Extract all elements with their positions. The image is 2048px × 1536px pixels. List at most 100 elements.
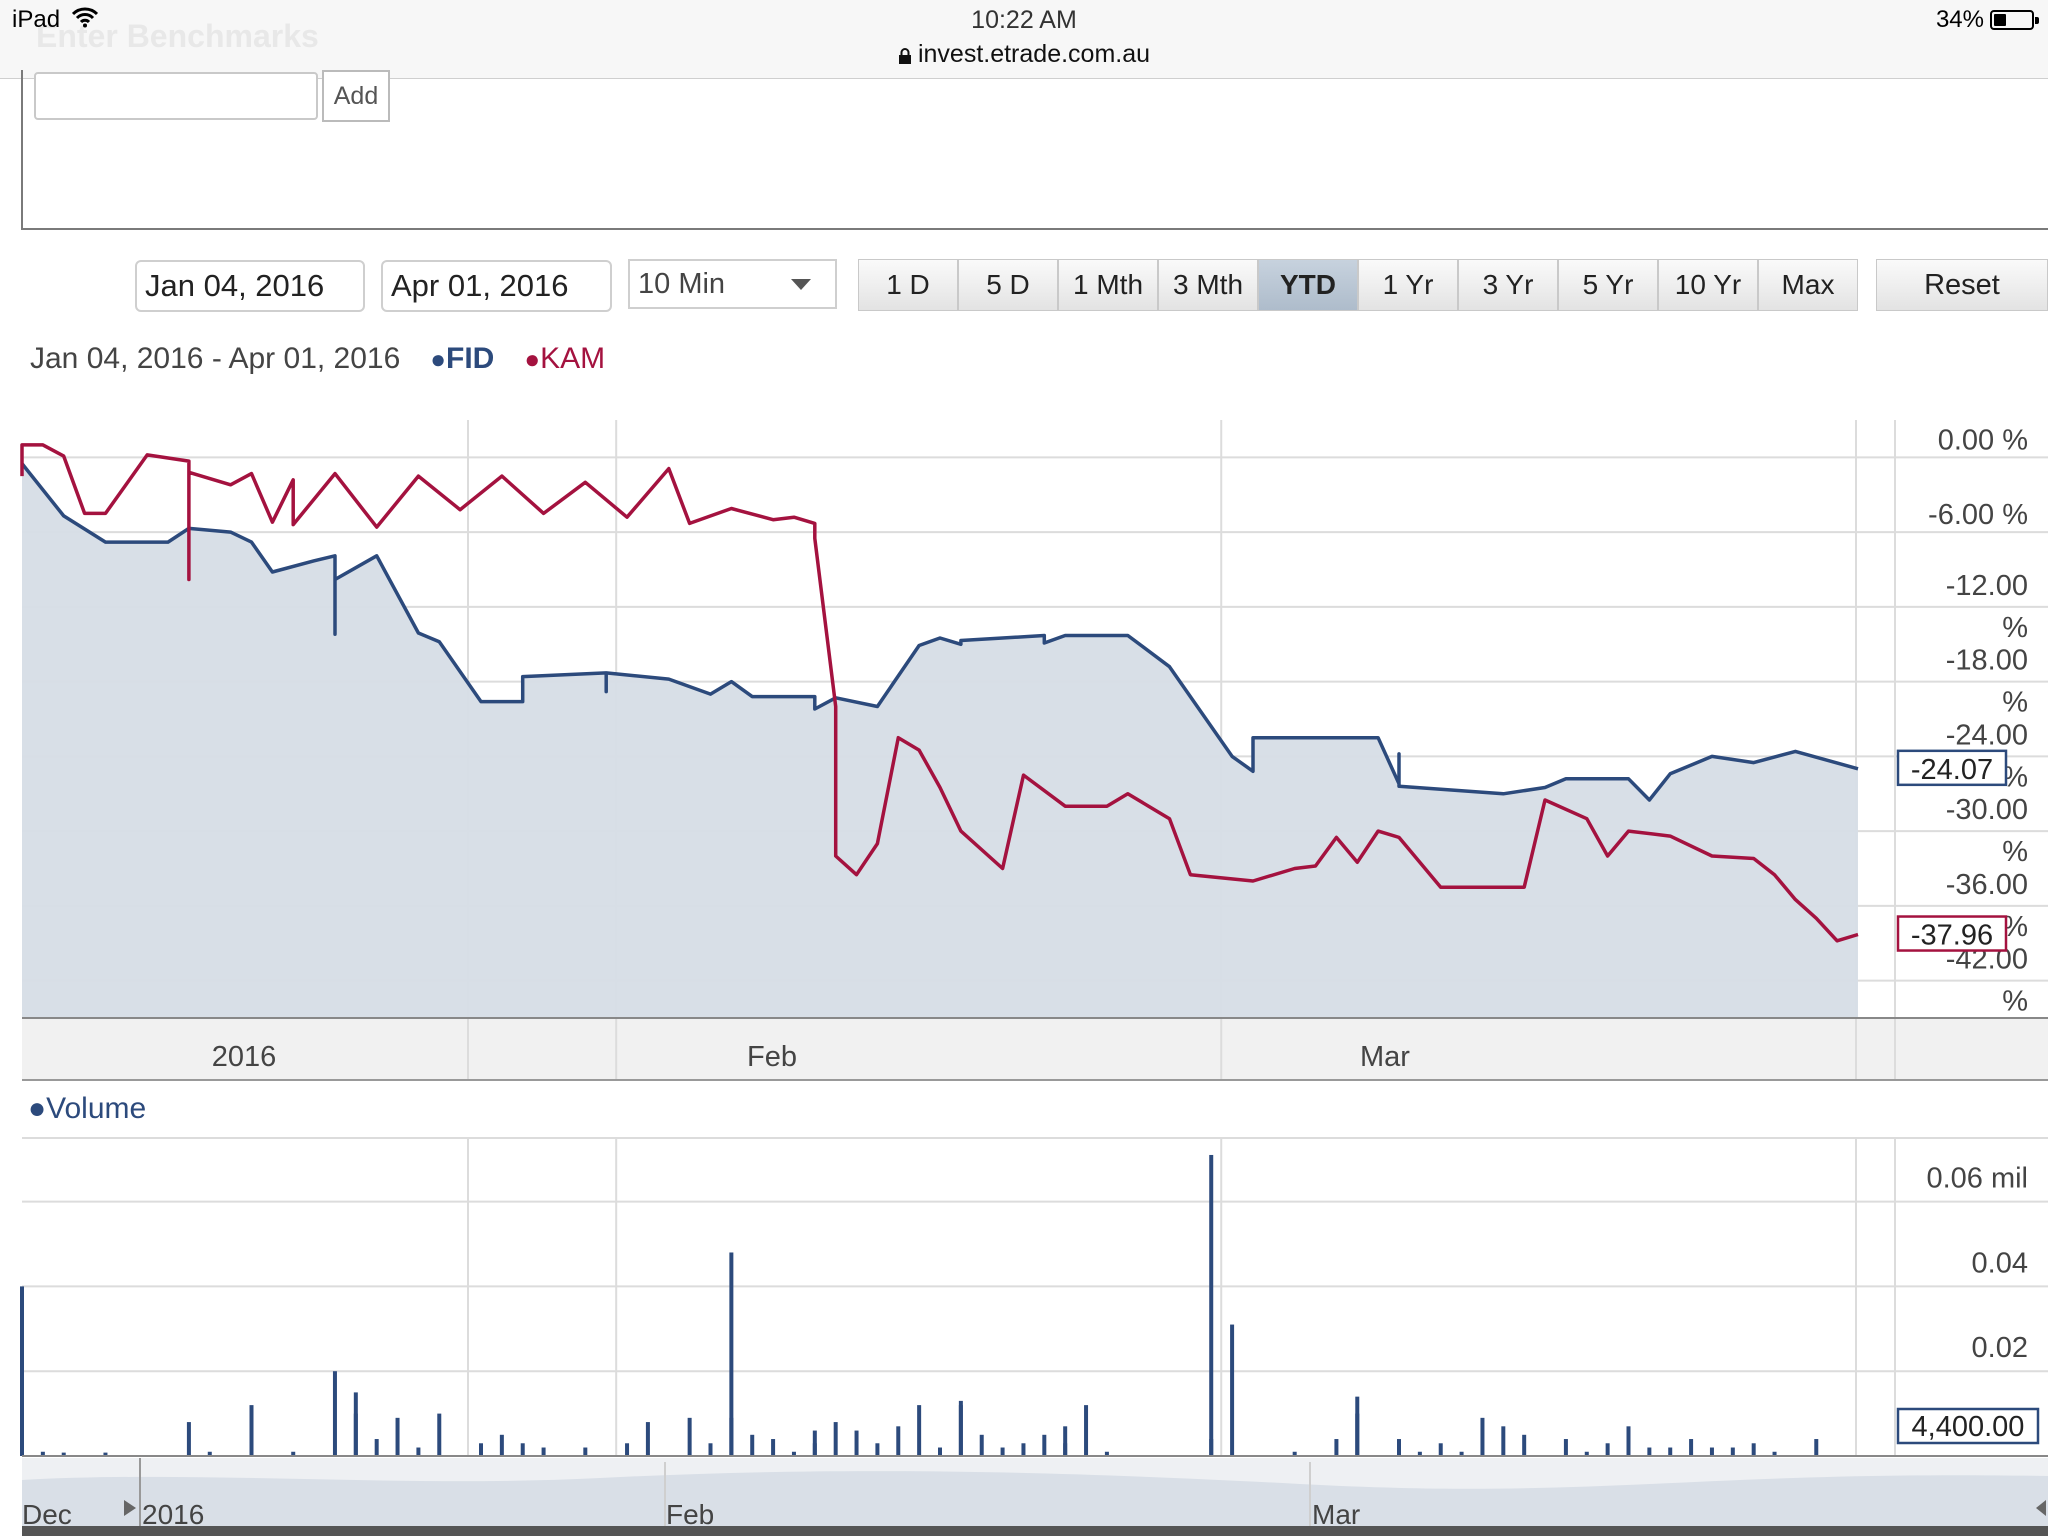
volume-bar — [958, 1400, 963, 1456]
y-tick-label: -18.00 — [1946, 645, 2028, 677]
volume-bar — [1689, 1439, 1694, 1456]
volume-bar — [1647, 1447, 1652, 1456]
volume-bar — [645, 1422, 650, 1456]
flag-box — [1896, 1407, 2040, 1445]
volume-bar — [1209, 1154, 1214, 1456]
navigator-tick-label: Mar — [1312, 1499, 1360, 1530]
volume-bar — [1104, 1451, 1109, 1456]
range-button-5d[interactable]: 5 D — [958, 259, 1058, 311]
volume-bar — [1209, 1439, 1214, 1456]
volume-y-tick-label: 0.04 — [1972, 1247, 2028, 1279]
volume-bar — [1355, 1413, 1360, 1456]
volume-bar — [791, 1451, 796, 1456]
legend-kam[interactable]: ●KAM — [524, 342, 605, 375]
y-tick-unit: % — [2002, 761, 2028, 793]
kam-last-value-flag: -37.96 — [1896, 915, 2008, 952]
kam-dot-icon: ● — [524, 344, 541, 374]
status-bar: Enter Benchmarks iPad 10:22 AM invest.et… — [0, 0, 2048, 79]
volume-bar — [332, 1371, 337, 1456]
end-date-field[interactable]: Apr 01, 2016 — [381, 260, 612, 312]
volume-bar — [1021, 1443, 1026, 1456]
volume-last-value-flag: 4,400.00 — [1896, 1407, 2040, 1445]
volume-bar — [1230, 1324, 1235, 1456]
volume-bar — [812, 1430, 817, 1456]
volume-bar — [479, 1443, 483, 1456]
fid-area — [22, 463, 1858, 1019]
volume-bar — [1563, 1439, 1568, 1456]
y-tick-label: -6.00 % — [1928, 499, 2028, 531]
volume-bar — [1084, 1405, 1089, 1456]
volume-bar — [812, 1443, 817, 1456]
status-time: 10:22 AM — [971, 6, 1077, 34]
chevron-down-icon — [791, 279, 811, 290]
volume-bar — [771, 1439, 776, 1456]
volume-bar — [1042, 1434, 1047, 1456]
volume-bar — [896, 1426, 901, 1456]
range-button-ytd[interactable]: YTD — [1258, 259, 1358, 311]
battery-percent: 34% — [1935, 6, 1984, 33]
range-button-3mth[interactable]: 3 Mth — [1158, 259, 1258, 311]
interval-select[interactable]: 10 Min — [628, 259, 837, 309]
range-button-1mth[interactable]: 1 Mth — [1058, 259, 1158, 311]
range-button-10yr[interactable]: 10 Yr — [1658, 259, 1758, 311]
volume-bar — [61, 1452, 66, 1456]
y-tick-label: -42.00 — [1946, 944, 2028, 976]
main-plot-background — [22, 420, 2048, 1018]
x-tick-label: Mar — [1360, 1041, 1410, 1073]
y-tick-label: -30.00 — [1946, 794, 2028, 826]
benchmark-input[interactable] — [34, 72, 318, 120]
legend-fid[interactable]: ●FID — [430, 342, 494, 375]
lock-icon — [898, 48, 911, 64]
range-button-1d[interactable]: 1 D — [858, 259, 958, 311]
main-x-axis-band — [22, 1018, 2048, 1080]
x-tick-label: 2016 — [212, 1041, 277, 1073]
flag-box — [1896, 749, 2008, 787]
range-button-5yr[interactable]: 5 Yr — [1558, 259, 1658, 311]
add-benchmark-button[interactable]: Add — [322, 70, 390, 122]
navigator-tick-label: Dec — [22, 1499, 72, 1530]
y-tick-unit: % — [2002, 986, 2028, 1018]
y-tick-label: -12.00 — [1946, 570, 2028, 602]
volume-bar — [499, 1434, 504, 1456]
volume-bar — [729, 1252, 734, 1456]
volume-bar — [520, 1443, 525, 1456]
reset-button[interactable]: Reset — [1876, 259, 2048, 311]
range-button-3yr[interactable]: 3 Yr — [1458, 259, 1558, 311]
volume-bar — [875, 1443, 880, 1456]
volume-bar — [1730, 1447, 1735, 1456]
volume-bar — [1417, 1451, 1422, 1456]
volume-bar — [395, 1417, 400, 1456]
volume-bar — [833, 1422, 838, 1456]
navigator-scrollbar — [22, 1526, 2048, 1536]
navigator-area — [22, 1471, 2048, 1536]
fid-series-line — [20, 462, 1859, 802]
range-button-max[interactable]: Max — [1758, 259, 1858, 311]
volume-bar — [938, 1447, 942, 1456]
flag-box — [1896, 915, 2008, 952]
y-tick-unit: % — [2002, 612, 2028, 644]
url-bar[interactable]: invest.etrade.com.au — [0, 40, 2048, 69]
volume-legend[interactable]: ●Volume — [28, 1092, 146, 1126]
y-tick-unit: % — [2002, 836, 2028, 868]
volume-bar — [374, 1439, 379, 1456]
volume-bar — [1334, 1439, 1339, 1456]
wifi-icon — [72, 7, 98, 28]
volume-bar — [750, 1434, 755, 1456]
volume-bar — [917, 1405, 922, 1456]
navigator-tick-label: 2016 — [142, 1499, 204, 1530]
volume-bar — [1814, 1439, 1819, 1456]
range-button-1yr[interactable]: 1 Yr — [1358, 259, 1458, 311]
volume-bar — [1063, 1443, 1068, 1456]
benchmark-panel — [21, 70, 2048, 230]
benchmarks-heading: Enter Benchmarks — [36, 18, 319, 54]
volume-bar — [1355, 1396, 1360, 1456]
volume-bar — [1438, 1443, 1443, 1456]
volume-bar — [1522, 1434, 1527, 1456]
volume-bar — [353, 1413, 358, 1456]
y-tick-label: 0.00 % — [1938, 424, 2028, 456]
volume-bar — [1751, 1443, 1756, 1456]
start-date-field[interactable]: Jan 04, 2016 — [135, 260, 365, 312]
volume-bar — [291, 1451, 296, 1456]
battery-icon — [1990, 10, 2039, 30]
